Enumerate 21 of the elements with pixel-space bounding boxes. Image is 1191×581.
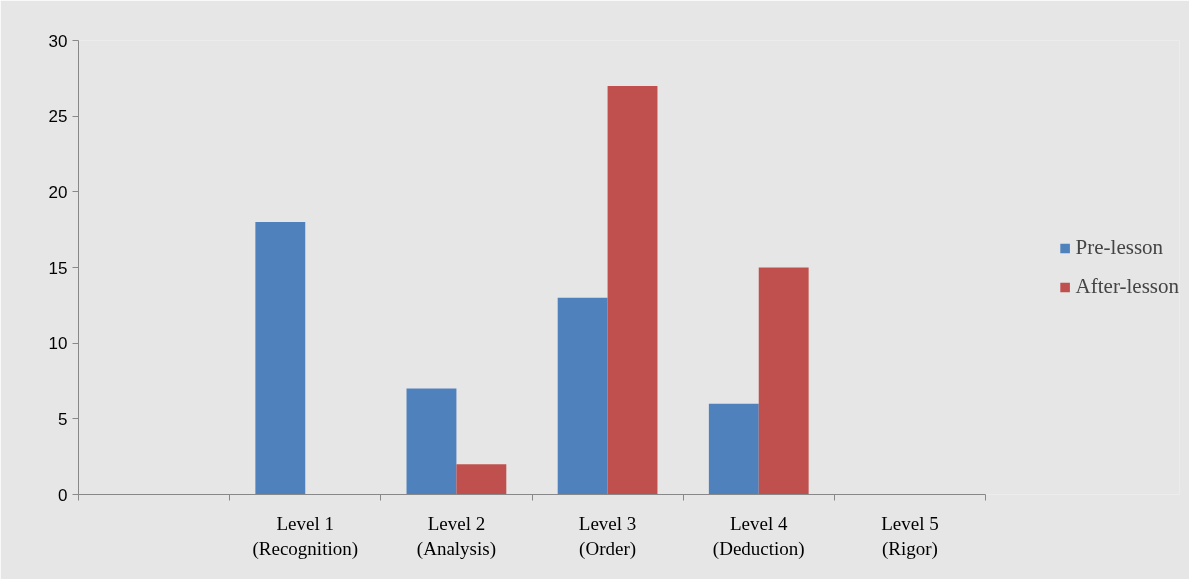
bar [607,85,658,495]
bar [456,464,507,495]
y-tick-label: 0 [58,485,68,505]
bar [255,222,306,495]
x-tick-label: Level 1 (Recognition) [252,512,359,560]
x-tick-label: Level 4 (Deduction) [712,512,805,560]
bar [708,403,759,495]
bar [406,388,457,495]
x-tick-label: Level 2 (Analysis) [416,512,496,560]
x-tick-label: Level 3 (Order) [578,512,637,560]
bar [758,267,809,495]
legend-label: Pre-lesson [1075,235,1164,260]
y-tick-label: 25 [48,107,68,127]
y-tick-label: 5 [58,409,68,429]
y-tick-label: 30 [48,31,68,51]
y-tick-label: 20 [48,182,68,202]
y-tick-label: 15 [48,258,68,278]
x-tick-label: Level 5 (Rigor) [881,512,939,560]
y-tick-label: 10 [48,334,68,354]
bar [557,297,608,495]
legend-label: After-lesson [1075,274,1179,299]
